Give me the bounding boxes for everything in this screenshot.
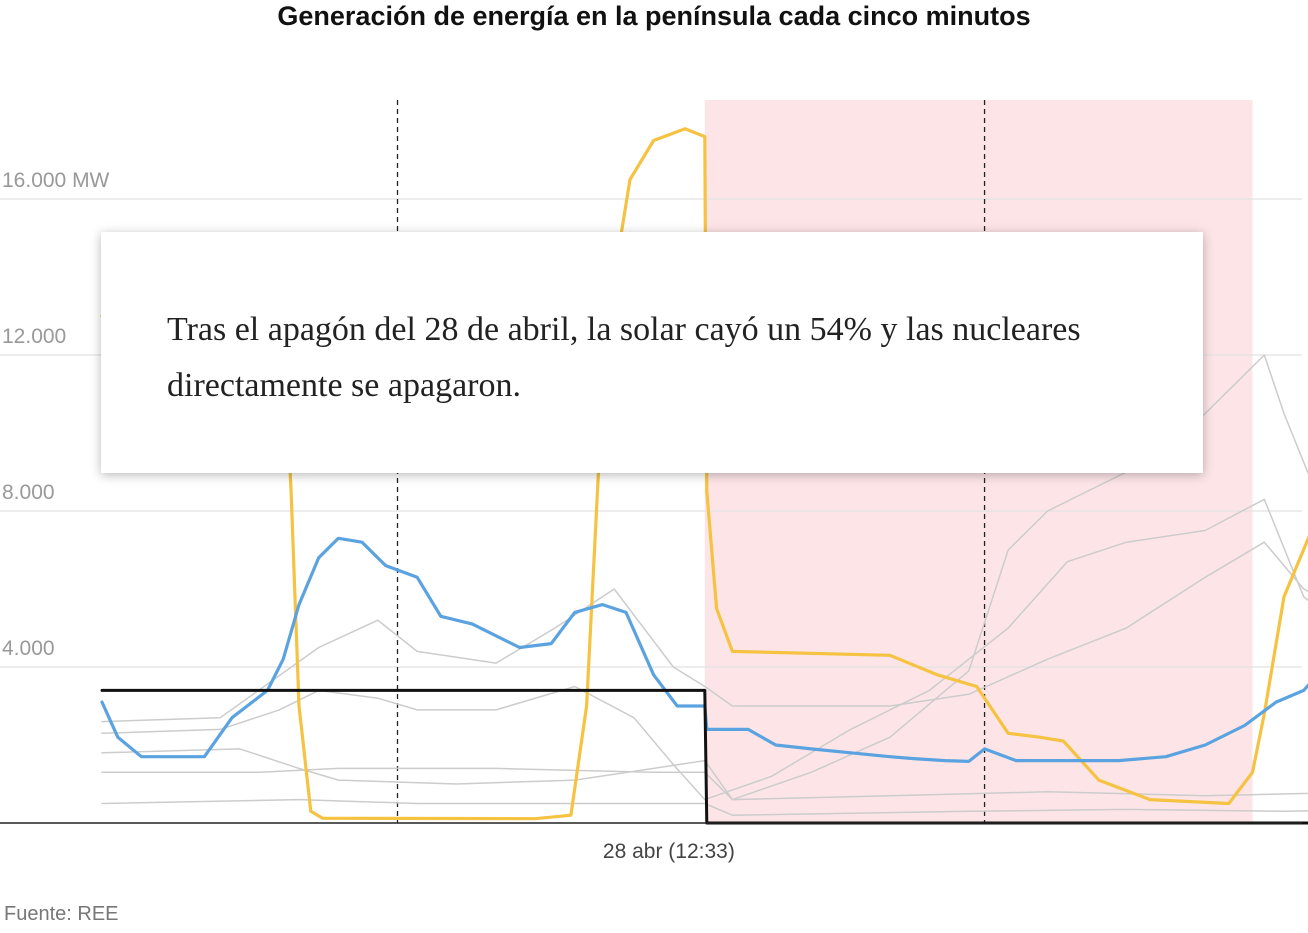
other-series-line bbox=[101, 541, 1308, 723]
other-series-line bbox=[101, 354, 1308, 801]
axis-group: 28 abr (12:33) bbox=[0, 822, 1302, 863]
y-tick-label: 12.000 bbox=[2, 325, 66, 348]
solar-series-line bbox=[100, 127, 1308, 821]
grid-group: 4.000 8.000 12.000 16.000 MW bbox=[0, 169, 1302, 668]
source-note: Fuente: REE bbox=[4, 903, 119, 925]
x-tick-label: 28 abr (12:33) bbox=[603, 840, 735, 863]
annotation-box: Tras el apagón del 28 de abril, la solar… bbox=[101, 232, 1203, 473]
other-series-line bbox=[101, 498, 1308, 801]
other-series-line bbox=[101, 798, 1308, 816]
y-tick-label: 8.000 bbox=[2, 481, 55, 504]
annotation-text: Tras el apagón del 28 de abril, la solar… bbox=[167, 311, 1081, 404]
y-tick-label: 16.000 MW bbox=[2, 169, 110, 192]
wind-series-line bbox=[100, 536, 1308, 763]
chart-title: Generación de energía en la península ca… bbox=[277, 1, 1031, 31]
y-tick-label: 4.000 bbox=[2, 637, 55, 660]
